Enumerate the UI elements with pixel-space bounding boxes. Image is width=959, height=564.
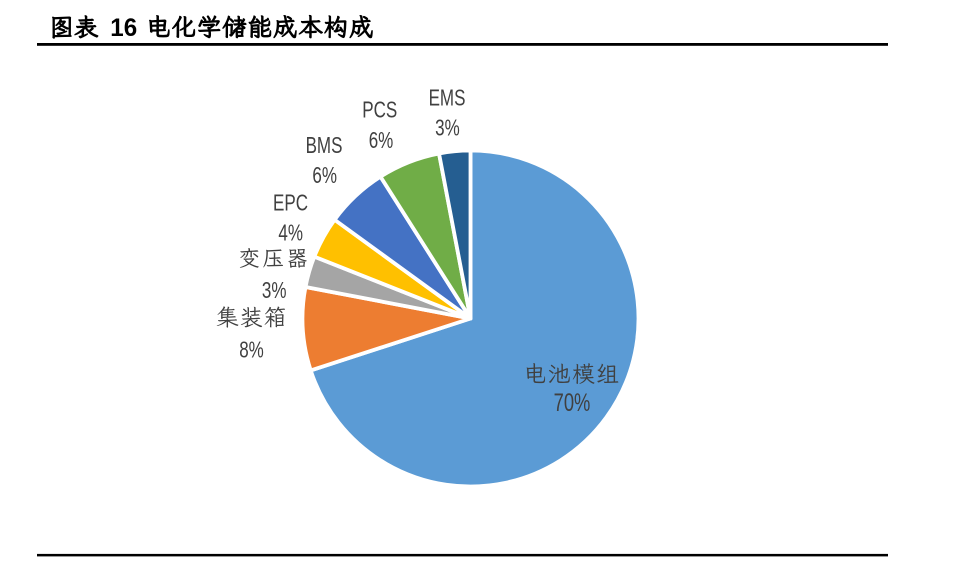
svg-text:70%: 70% (554, 388, 591, 416)
svg-text:16: 16 (110, 15, 137, 43)
svg-text:6%: 6% (369, 129, 394, 154)
svg-text:BMS: BMS (306, 133, 343, 158)
svg-text:6%: 6% (312, 164, 337, 189)
svg-text:EPC: EPC (273, 191, 308, 216)
svg-text:3%: 3% (435, 116, 460, 141)
svg-text:PCS: PCS (362, 98, 397, 123)
svg-text:EMS: EMS (429, 86, 466, 111)
svg-text:4%: 4% (278, 221, 303, 246)
svg-text:8%: 8% (239, 338, 264, 363)
svg-text:3%: 3% (262, 278, 287, 303)
